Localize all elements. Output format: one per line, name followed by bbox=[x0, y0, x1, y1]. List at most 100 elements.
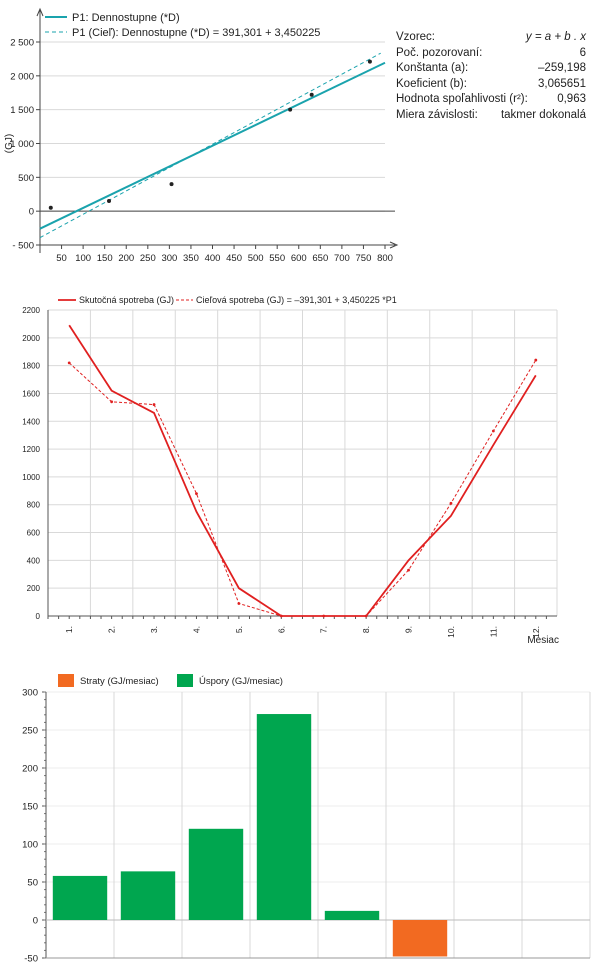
stat-formula: Vzorec: y = a + b . x bbox=[396, 30, 586, 46]
legend-actual-label: Skutočná spotreba (GJ) bbox=[79, 295, 174, 305]
stat-r2-label: Hodnota spoľahlivosti (r²): bbox=[396, 93, 528, 105]
y-tick-label: 200 bbox=[22, 764, 38, 775]
y-tick-label: 800 bbox=[27, 501, 41, 510]
x-tick-label: 500 bbox=[248, 253, 264, 264]
stat-coefficient-value: 3,065651 bbox=[538, 77, 586, 90]
stat-constant-label: Konštanta (a): bbox=[396, 62, 469, 74]
stat-coefficient-label: Koeficient (b): bbox=[396, 77, 467, 90]
y-tick-label: 1800 bbox=[22, 362, 40, 371]
x-tick-label: 450 bbox=[226, 253, 242, 264]
y-tick-label: 1 500 bbox=[10, 105, 34, 116]
x-tick-label: 4. bbox=[191, 626, 201, 633]
legend-savings-label: Úspory (GJ/mesiac) bbox=[199, 676, 283, 687]
stat-r2-value: 0,963 bbox=[557, 93, 586, 105]
y-axis-label: (GJ) bbox=[4, 134, 15, 153]
x-tick-label: 3. bbox=[149, 626, 159, 633]
stat-n-label: Poč. pozorovaní: bbox=[396, 46, 483, 59]
data-point bbox=[48, 205, 53, 210]
y-tick-label: 150 bbox=[22, 802, 38, 813]
x-axis-label: Mesiac bbox=[527, 635, 559, 646]
x-tick-label: 5. bbox=[234, 626, 244, 633]
x-tick-label: 100 bbox=[75, 253, 91, 264]
y-tick-label: 0 bbox=[33, 916, 38, 927]
legend-loss-swatch bbox=[58, 674, 74, 687]
series-target-point bbox=[407, 568, 410, 572]
savings-bar bbox=[52, 875, 108, 920]
savings-bar bbox=[188, 828, 244, 920]
x-tick-label: 600 bbox=[291, 253, 307, 264]
y-tick-label: 1400 bbox=[22, 417, 40, 426]
stat-dependency-value: takmer dokonalá bbox=[500, 108, 586, 121]
series-target-point bbox=[152, 403, 156, 406]
y-tick-label: 600 bbox=[27, 529, 41, 538]
x-tick-label: 150 bbox=[97, 253, 113, 264]
savings-bar-chart: -50 0 50 100 150 200 250 300 Straty (GJ/mesiac) Ú… bbox=[22, 674, 591, 965]
x-tick-label: 2. bbox=[107, 626, 117, 633]
y-tick-label: 2000 bbox=[22, 334, 40, 343]
series-target-point bbox=[534, 358, 538, 362]
savings-bar bbox=[324, 910, 380, 920]
stat-coefficient: Koeficient (b): 3,065651 bbox=[396, 77, 586, 93]
y-axis-arrow bbox=[36, 7, 44, 17]
fit-line bbox=[39, 61, 386, 230]
stat-dependency: Miera závislosti: takmer dokonalá bbox=[396, 108, 586, 124]
data-point bbox=[107, 199, 111, 204]
y-tick-label: 300 bbox=[22, 688, 38, 699]
x-tick-label: 7. bbox=[319, 626, 329, 633]
consumption-line-chart: 0 200 400 600 800 1000 1200 1400 1600 1800 2000 220… bbox=[22, 295, 559, 646]
series-target-point bbox=[237, 602, 241, 605]
y-tick-label: 400 bbox=[27, 556, 41, 565]
legend-target-label: P1 (Cieľ): Dennostupne (*D) = 391,301 + … bbox=[72, 27, 320, 39]
x-tick-label: 550 bbox=[269, 253, 285, 264]
stat-constant-value: –259,198 bbox=[538, 62, 586, 74]
x-tick-label: 6. bbox=[276, 626, 286, 633]
x-tick-label: 200 bbox=[118, 253, 134, 264]
x-tick-label: 50 bbox=[56, 253, 67, 264]
savings-bar bbox=[256, 714, 312, 920]
x-tick-label: 650 bbox=[312, 253, 328, 264]
legend-loss-label: Straty (GJ/mesiac) bbox=[80, 676, 159, 687]
y-tick-label: 200 bbox=[27, 584, 41, 593]
x-tick-label: 800 bbox=[377, 253, 393, 264]
x-tick-label: 750 bbox=[356, 253, 372, 264]
x-axis-arrow bbox=[389, 241, 399, 249]
x-tick-label: 400 bbox=[205, 253, 221, 264]
stat-dependency-label: Miera závislosti: bbox=[396, 108, 478, 121]
data-point bbox=[288, 107, 293, 112]
x-tick-label: 250 bbox=[140, 253, 156, 264]
y-tick-label: 1 000 bbox=[10, 139, 34, 150]
stat-formula-value: y = a + b . x bbox=[525, 31, 586, 43]
series-target-point bbox=[491, 429, 495, 433]
stat-formula-label: Vzorec: bbox=[396, 31, 435, 43]
regression-chart: - 500 0 500 1 000 1 500 2 000 2 500 50 100 150 200… bbox=[4, 7, 399, 264]
y-tick-label: 0 bbox=[29, 207, 34, 218]
x-tick-label: 8. bbox=[361, 626, 371, 633]
stat-n: Poč. pozorovaní: 6 bbox=[396, 46, 586, 62]
data-point bbox=[367, 59, 372, 64]
series-target-point bbox=[195, 492, 198, 495]
stat-constant: Konštanta (a): –259,198 bbox=[396, 61, 586, 77]
savings-bar bbox=[120, 871, 176, 920]
y-tick-label: 1200 bbox=[22, 445, 40, 454]
data-point bbox=[309, 92, 314, 97]
x-tick-label: 10. bbox=[446, 626, 456, 638]
stat-r2: Hodnota spoľahlivosti (r²): 0,963 bbox=[396, 92, 586, 108]
y-tick-label: 2200 bbox=[22, 306, 40, 315]
loss-bar bbox=[392, 920, 448, 957]
series-target-point bbox=[67, 361, 71, 365]
y-tick-label: 50 bbox=[27, 878, 38, 889]
data-point bbox=[169, 182, 174, 187]
series-target-point bbox=[449, 501, 453, 505]
x-tick-label: 300 bbox=[161, 253, 177, 264]
y-tick-label: 500 bbox=[18, 173, 34, 184]
x-tick-label: 9. bbox=[404, 626, 414, 633]
x-tick-label: 1. bbox=[64, 626, 74, 633]
y-tick-label: 250 bbox=[22, 726, 38, 737]
y-tick-label: 2 000 bbox=[10, 71, 34, 82]
y-tick-label: 1000 bbox=[22, 473, 40, 482]
y-tick-label: - 500 bbox=[12, 241, 34, 252]
x-tick-label: 12. bbox=[531, 626, 541, 638]
legend-savings-swatch bbox=[177, 674, 193, 687]
regression-stats: Vzorec: y = a + b . x Poč. pozorovaní: 6… bbox=[396, 30, 586, 123]
y-tick-label: 1600 bbox=[22, 389, 40, 398]
